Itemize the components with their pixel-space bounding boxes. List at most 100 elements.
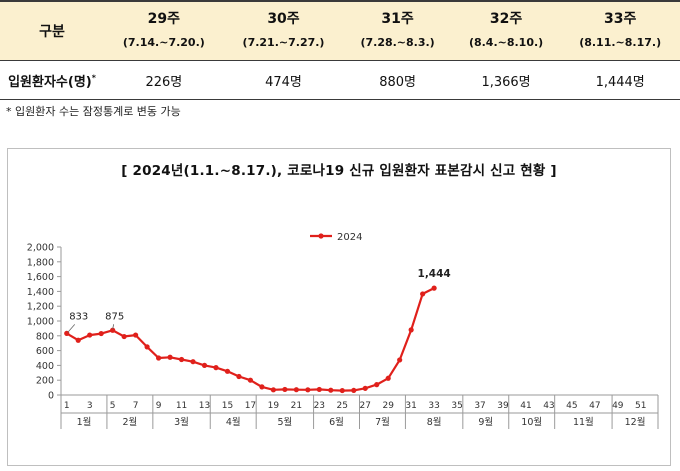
- chart-title: [ 2024년(1.1.~8.17.), 코로나19 신규 입원환자 표본감시 …: [121, 163, 557, 179]
- data-point: [110, 327, 116, 333]
- data-point: [385, 375, 391, 381]
- data-label: 875: [105, 311, 124, 322]
- legend-label: 2024: [337, 232, 362, 243]
- data-point: [236, 373, 242, 380]
- week-range: (8.11.~8.17.): [579, 36, 662, 49]
- week-header-33: 33주 (8.11.~8.17.): [560, 0, 680, 61]
- x-tick-label: 25: [337, 401, 348, 411]
- x-tick-label: 31: [405, 401, 416, 411]
- data-point: [213, 365, 219, 371]
- week-label: 31주: [381, 11, 414, 27]
- month-label: 12월: [625, 416, 646, 428]
- x-tick-label: 51: [635, 401, 646, 411]
- y-tick-label: 2,000: [27, 243, 54, 254]
- data-point: [431, 285, 437, 291]
- data-point: [167, 354, 173, 360]
- x-tick-label: 11: [176, 401, 187, 411]
- chart-panel: [ 2024년(1.1.~8.17.), 코로나19 신규 입원환자 표본감시 …: [7, 148, 671, 466]
- data-point: [282, 386, 288, 393]
- x-tick-label: 17: [245, 401, 256, 411]
- month-label: 6월: [329, 416, 344, 428]
- x-tick-label: 29: [382, 401, 394, 411]
- x-tick-label: 45: [566, 401, 577, 411]
- row-label-text: 입원환자수(명): [8, 74, 92, 90]
- footnote: * 입원환자 수는 잠정통계로 변동 가능: [6, 105, 181, 118]
- y-tick-label: 1,600: [27, 272, 54, 283]
- table-cell: 880명: [343, 60, 452, 100]
- data-point: [87, 332, 93, 338]
- x-tick-label: 7: [133, 401, 139, 411]
- x-tick-label: 21: [291, 401, 302, 411]
- y-tick-label: 1,000: [27, 317, 54, 328]
- x-tick-label: 49: [612, 401, 624, 411]
- table-cell: 1,366명: [451, 60, 561, 100]
- week-label: 33주: [603, 11, 637, 27]
- week-label: 32주: [489, 11, 523, 27]
- data-point: [397, 357, 403, 363]
- week-header-31: 31주 (7.28.~8.3.): [343, 0, 452, 61]
- data-label: 1,444: [418, 268, 451, 280]
- data-point: [374, 382, 380, 388]
- annotation-leader: [112, 324, 115, 330]
- table-cell: 1,444명: [560, 60, 680, 100]
- week-range: (8.4.~8.10.): [468, 36, 544, 49]
- month-label: 7월: [375, 416, 390, 428]
- week-label: 29주: [147, 11, 181, 27]
- x-tick-label: 9: [156, 401, 162, 411]
- data-point: [270, 387, 276, 393]
- data-point: [316, 386, 322, 393]
- data-point: [224, 368, 231, 374]
- x-tick-label: 23: [314, 401, 325, 411]
- y-tick-label: 1,400: [27, 287, 54, 298]
- week-header-32: 32주 (8.4.~8.10.): [451, 0, 561, 61]
- data-point: [305, 387, 311, 393]
- data-point: [201, 362, 208, 368]
- x-tick-label: 41: [520, 401, 531, 411]
- month-label: 3월: [174, 416, 189, 428]
- month-label: 11월: [573, 416, 594, 428]
- week-header-29: 29주 (7.14.~7.20.): [104, 0, 224, 61]
- x-tick-label: 27: [360, 401, 371, 411]
- month-label: 1월: [77, 416, 92, 428]
- y-tick-label: 600: [36, 346, 54, 357]
- y-tick-label: 400: [36, 361, 54, 372]
- data-point: [75, 337, 81, 343]
- y-tick-label: 0: [48, 391, 54, 402]
- month-label: 4월: [226, 416, 241, 428]
- series-line-2024: [66, 287, 435, 392]
- month-label: 5월: [277, 416, 292, 428]
- data-point: [420, 291, 426, 297]
- x-tick-label: 19: [268, 401, 280, 411]
- x-tick-label: 39: [497, 401, 509, 411]
- data-point: [190, 359, 196, 365]
- data-point: [144, 344, 150, 350]
- x-tick-label: 5: [110, 401, 116, 411]
- month-label: 9월: [478, 416, 493, 428]
- row-label-footnote-mark: *: [91, 73, 96, 83]
- week-range: (7.21.~7.27.): [242, 36, 325, 49]
- month-label: 2월: [122, 416, 137, 428]
- table-header-row: 구분 29주 (7.14.~7.20.) 30주 (7.21.~7.27.) 3…: [0, 0, 680, 61]
- x-tick-label: 43: [543, 401, 554, 411]
- x-tick-label: 13: [199, 401, 210, 411]
- x-tick-label: 35: [451, 401, 462, 411]
- week-range: (7.14.~7.20.): [122, 36, 205, 49]
- x-tick-label: 1: [64, 401, 70, 411]
- data-point: [351, 387, 357, 394]
- x-tick-label: 3: [87, 401, 93, 411]
- data-point: [328, 387, 334, 393]
- x-tick-label: 15: [222, 401, 233, 411]
- x-tick-label: 47: [589, 401, 600, 411]
- y-tick-label: 200: [36, 376, 54, 387]
- data-point: [293, 387, 299, 393]
- annotation-leader: [67, 324, 76, 333]
- week-range: (7.28.~8.3.): [360, 36, 435, 49]
- data-point: [408, 327, 414, 333]
- table-cell: 226명: [104, 60, 224, 100]
- y-tick-label: 800: [36, 331, 54, 342]
- data-point: [98, 330, 104, 337]
- y-tick-label: 1,800: [27, 257, 54, 268]
- table-value-row: 입원환자수(명)* 226명 474명 880명 1,366명 1,444명: [0, 60, 680, 100]
- data-point: [339, 387, 345, 394]
- data-point: [247, 377, 254, 383]
